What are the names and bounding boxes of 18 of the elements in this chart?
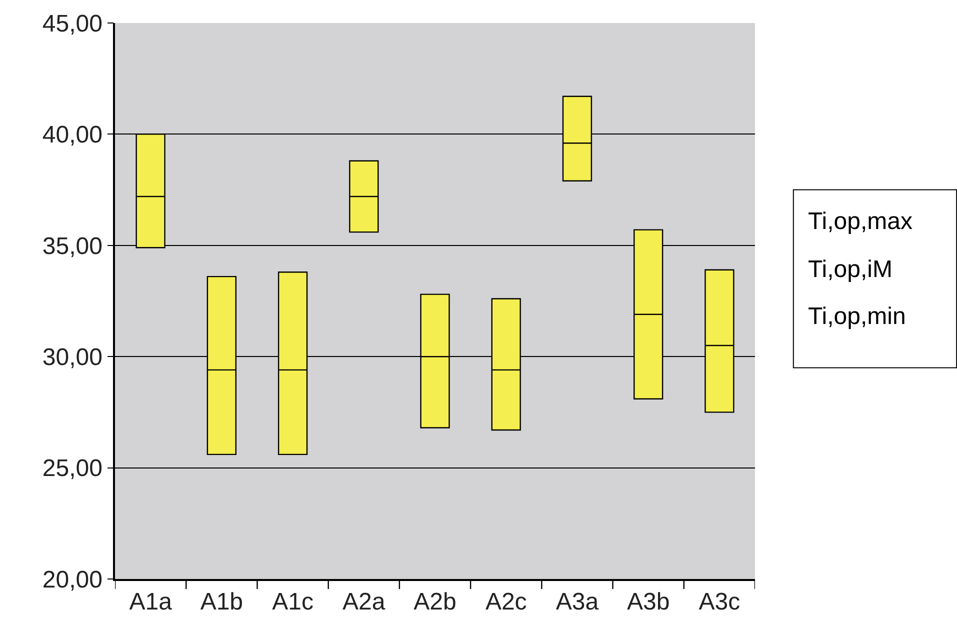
y-tick-label: 20,00 <box>42 566 102 594</box>
y-tick-label: 25,00 <box>42 455 102 482</box>
x-tick-label: A1a <box>129 588 173 616</box>
x-tick-label: A1b <box>200 588 244 616</box>
y-tick-label: 45,00 <box>42 10 102 38</box>
text: Ti,op,min <box>808 303 906 330</box>
x-tick-label: A3a <box>556 588 600 616</box>
y-tick-label: 30,00 <box>42 344 102 371</box>
x-tick-label: A3c <box>698 588 740 616</box>
x-tick-label: A2c <box>485 588 527 616</box>
x-tick-label: A1c <box>272 588 314 616</box>
text: Ti,op,iM <box>808 256 892 283</box>
y-tick-label: 35,00 <box>42 232 102 260</box>
y-tick-label: 40,00 <box>42 122 102 149</box>
text: Ti,op,max <box>808 208 912 235</box>
x-tick-label: A2b <box>414 588 456 616</box>
x-tick-label: A2a <box>342 588 386 616</box>
x-tick-label: A3b <box>626 588 670 616</box>
